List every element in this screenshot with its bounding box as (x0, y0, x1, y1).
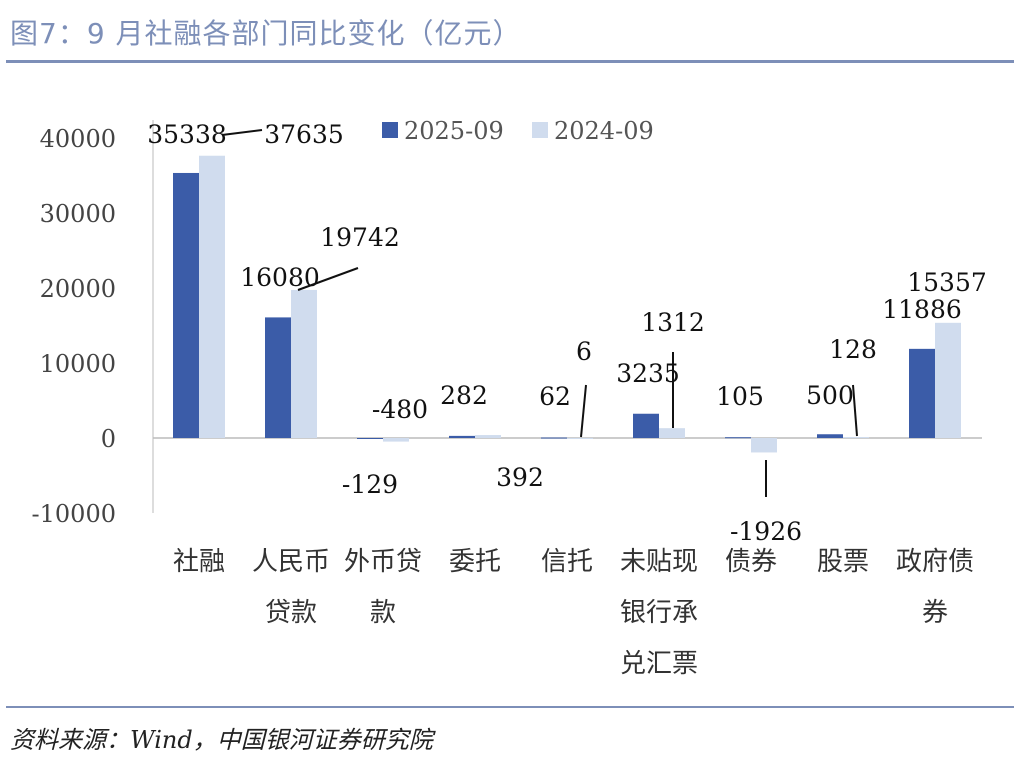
legend-label: 2025-09 (404, 117, 504, 145)
y-tick-label: 30000 (40, 200, 116, 228)
bar-2024-09 (843, 437, 869, 439)
y-tick-label: 20000 (40, 275, 116, 303)
bar-2025-09 (173, 172, 199, 438)
data-label: 37635 (264, 120, 344, 149)
bar-2024-09 (199, 155, 225, 439)
bar-2024-09 (935, 322, 961, 438)
leader-line (221, 129, 263, 136)
x-tick-label: 股票 (817, 547, 869, 577)
bar-2025-09 (817, 434, 843, 438)
x-tick-label: 外币贷 (344, 547, 422, 577)
data-label: 282 (440, 381, 488, 410)
x-tick-label: 委托 (449, 547, 501, 577)
bar-2025-09 (633, 413, 659, 438)
data-label: 392 (496, 463, 544, 492)
data-label: 35338 (147, 120, 227, 149)
data-label: 11886 (882, 295, 962, 324)
bar-2025-09 (357, 438, 383, 439)
y-tick-label: -10000 (32, 500, 116, 528)
bar-2025-09 (265, 317, 291, 438)
x-tick-label: 券 (922, 598, 948, 628)
data-label: 105 (716, 382, 764, 411)
data-label: 16080 (240, 263, 320, 292)
data-label: 6 (576, 337, 592, 366)
source-note: 资料来源：Wind，中国银河证券研究院 (10, 726, 433, 754)
data-label: 1312 (641, 308, 705, 337)
bar-2024-09 (567, 437, 593, 439)
footer-divider (6, 706, 1014, 708)
x-tick-label: 未贴现 (620, 547, 698, 577)
bar-2025-09 (725, 437, 751, 439)
x-tick-label: 政府债 (896, 547, 974, 577)
y-tick-label: 0 (101, 425, 116, 453)
x-tick-label: 人民币 (252, 547, 330, 577)
data-label: -1926 (730, 517, 802, 546)
x-tick-label: 贷款 (265, 598, 317, 628)
data-label: 128 (829, 335, 877, 364)
leader-line (852, 384, 858, 437)
chart-title: 图7：9 月社融各部门同比变化（亿元） (10, 17, 522, 50)
data-label: 3235 (616, 359, 680, 388)
leader-line (297, 267, 359, 291)
bar-2024-09 (383, 438, 409, 442)
bar-2024-09 (751, 438, 777, 453)
legend-label: 2024-09 (554, 117, 654, 145)
legend-swatch (532, 122, 548, 138)
data-label: 19742 (320, 223, 400, 252)
y-tick-label: 10000 (40, 350, 116, 378)
x-tick-label: 社融 (173, 547, 225, 577)
data-label: 62 (539, 382, 571, 411)
x-tick-label: 银行承 (620, 598, 698, 628)
x-tick-label: 款 (370, 598, 396, 628)
data-label: 500 (806, 381, 854, 410)
data-label: -129 (342, 470, 398, 499)
bar-2025-09 (909, 348, 935, 438)
data-label: -480 (372, 395, 428, 424)
bar-2025-09 (449, 435, 475, 438)
x-tick-label: 信托 (541, 547, 593, 577)
x-tick-label: 兑汇票 (620, 649, 698, 679)
x-tick-label: 债券 (725, 547, 777, 577)
y-tick-label: 40000 (40, 125, 116, 153)
bar-2024-09 (291, 289, 317, 438)
bar-2024-09 (475, 435, 501, 438)
bar-2025-09 (541, 437, 567, 439)
data-label: 15357 (907, 268, 987, 297)
bar-2024-09 (659, 428, 685, 438)
leader-line (580, 384, 587, 438)
title-divider (6, 60, 1014, 63)
legend-swatch (382, 122, 398, 138)
